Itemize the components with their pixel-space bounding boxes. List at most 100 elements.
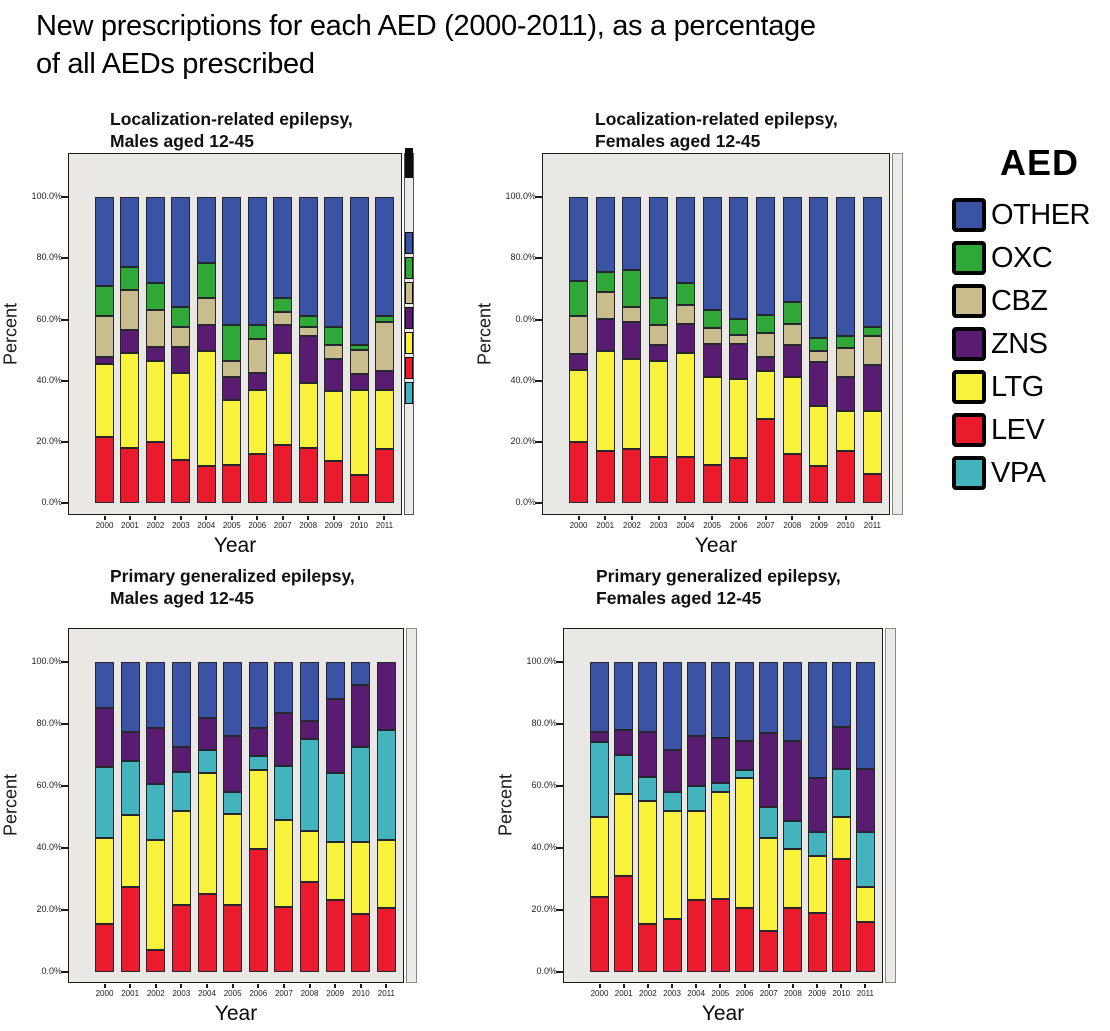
segment-zns [614,730,634,755]
segment-lev [248,849,268,972]
figure-crop-strip [892,152,903,515]
x-tick-label: 2011 [375,520,394,530]
x-tick: 2007 [759,983,778,999]
x-tick-mark [206,983,208,988]
chart-title-line: Primary generalized epilepsy, [110,566,355,586]
segment-oxc [273,297,293,312]
segment-vpa [614,754,634,794]
y-tick-label: 40.0% [36,374,62,385]
segment-other [171,196,191,307]
segment-zns [171,346,191,373]
y-tick-mark [61,723,68,726]
x-tick: 2005 [703,515,722,531]
segment-ltg [120,352,140,448]
x-tick-label: 2004 [198,988,216,998]
segment-zns [862,365,882,411]
x-tick-mark [281,515,284,520]
legend-swatch-cbz [952,284,986,318]
legend-item-vpa: VPA [952,456,1090,490]
y-tick-label: 60.0% [36,780,62,791]
segment-other [614,661,634,730]
segment-other [638,661,658,732]
segment-ltg [675,352,695,457]
x-tick-mark [791,515,794,520]
x-tick: 2009 [326,983,345,999]
x-tick: 2003 [649,515,668,531]
segment-lev [590,897,609,972]
bar-2004 [675,196,695,503]
segment-ltg [855,886,875,923]
segment-other [836,196,856,337]
bar-2011 [862,196,882,503]
y-tick-label: 0.0% [515,497,536,508]
segment-other [248,661,268,729]
bar-2003 [171,661,191,972]
segment-lev [171,905,191,972]
segment-zns [248,728,268,757]
bar-2005 [222,196,242,503]
y-axis-title: Percent [474,302,495,365]
segment-other [324,196,344,327]
x-tick-label: 2005 [223,988,242,998]
segment-oxc [222,325,242,361]
plot-area [542,152,890,515]
x-tick-label: 2008 [783,988,802,998]
segment-zns [145,346,165,361]
segment-cbz [782,323,802,346]
x-tick-mark [128,515,131,520]
segment-lev [783,908,803,972]
cropped-legend-sliver [404,147,414,515]
x-tick: 2009 [809,515,828,531]
segment-oxc [374,316,394,323]
segment-lev [120,886,140,972]
bar-2002 [638,661,658,972]
segment-ltg [595,351,615,451]
bar-2003 [662,661,682,972]
segment-cbz [298,326,318,337]
x-tick-mark [791,983,794,988]
bar-2006 [248,661,268,972]
bar-2001 [614,661,634,972]
segment-zns [95,357,114,364]
y-tick-label: 80.0% [510,252,536,263]
y-tick-label: 80.0% [36,718,62,729]
x-tick: 2010 [350,515,369,531]
bar-2009 [807,661,827,972]
segment-zns [710,737,730,783]
segment-other [735,661,755,741]
segment-lev [710,898,730,972]
chart-panel-generalized-females: Primary generalized epilepsy, Females ag… [495,558,896,1025]
sliver-chip [405,147,413,178]
segment-other [196,196,216,263]
segment-ltg [638,801,658,924]
segment-other [222,196,242,326]
segment-lev [756,418,776,503]
y-axis-tick-labels: 100.0% 80.0% 60.0% 40.0% 20.0% 0.0% [22,153,68,515]
segment-zns [274,712,294,766]
legend-title: AED [1000,142,1080,183]
bar-2007 [273,196,293,503]
y-tick-label: 20.0% [510,436,536,447]
chart-title-line: Primary generalized epilepsy, [596,566,841,586]
x-tick: 2008 [783,515,802,531]
y-tick-mark [535,379,542,382]
segment-other [325,661,345,700]
bar-2010 [349,196,369,503]
y-tick-label: 100.0% [505,191,536,202]
segment-cbz [595,291,615,320]
x-tick: 2002 [146,515,165,531]
segment-other [274,661,294,713]
x-tick-mark [282,983,285,988]
segment-other [273,196,293,298]
plot-area [563,627,883,983]
x-tick-mark [671,983,674,988]
segment-other [662,661,682,751]
segment-lev [146,950,166,972]
sliver-chip [405,331,413,354]
segment-ltg [120,815,140,887]
sliver-chip [405,231,413,254]
x-tick: 2011 [863,515,882,531]
x-tick-mark [358,515,361,520]
segment-vpa [325,773,345,842]
segment-lev [855,922,875,972]
